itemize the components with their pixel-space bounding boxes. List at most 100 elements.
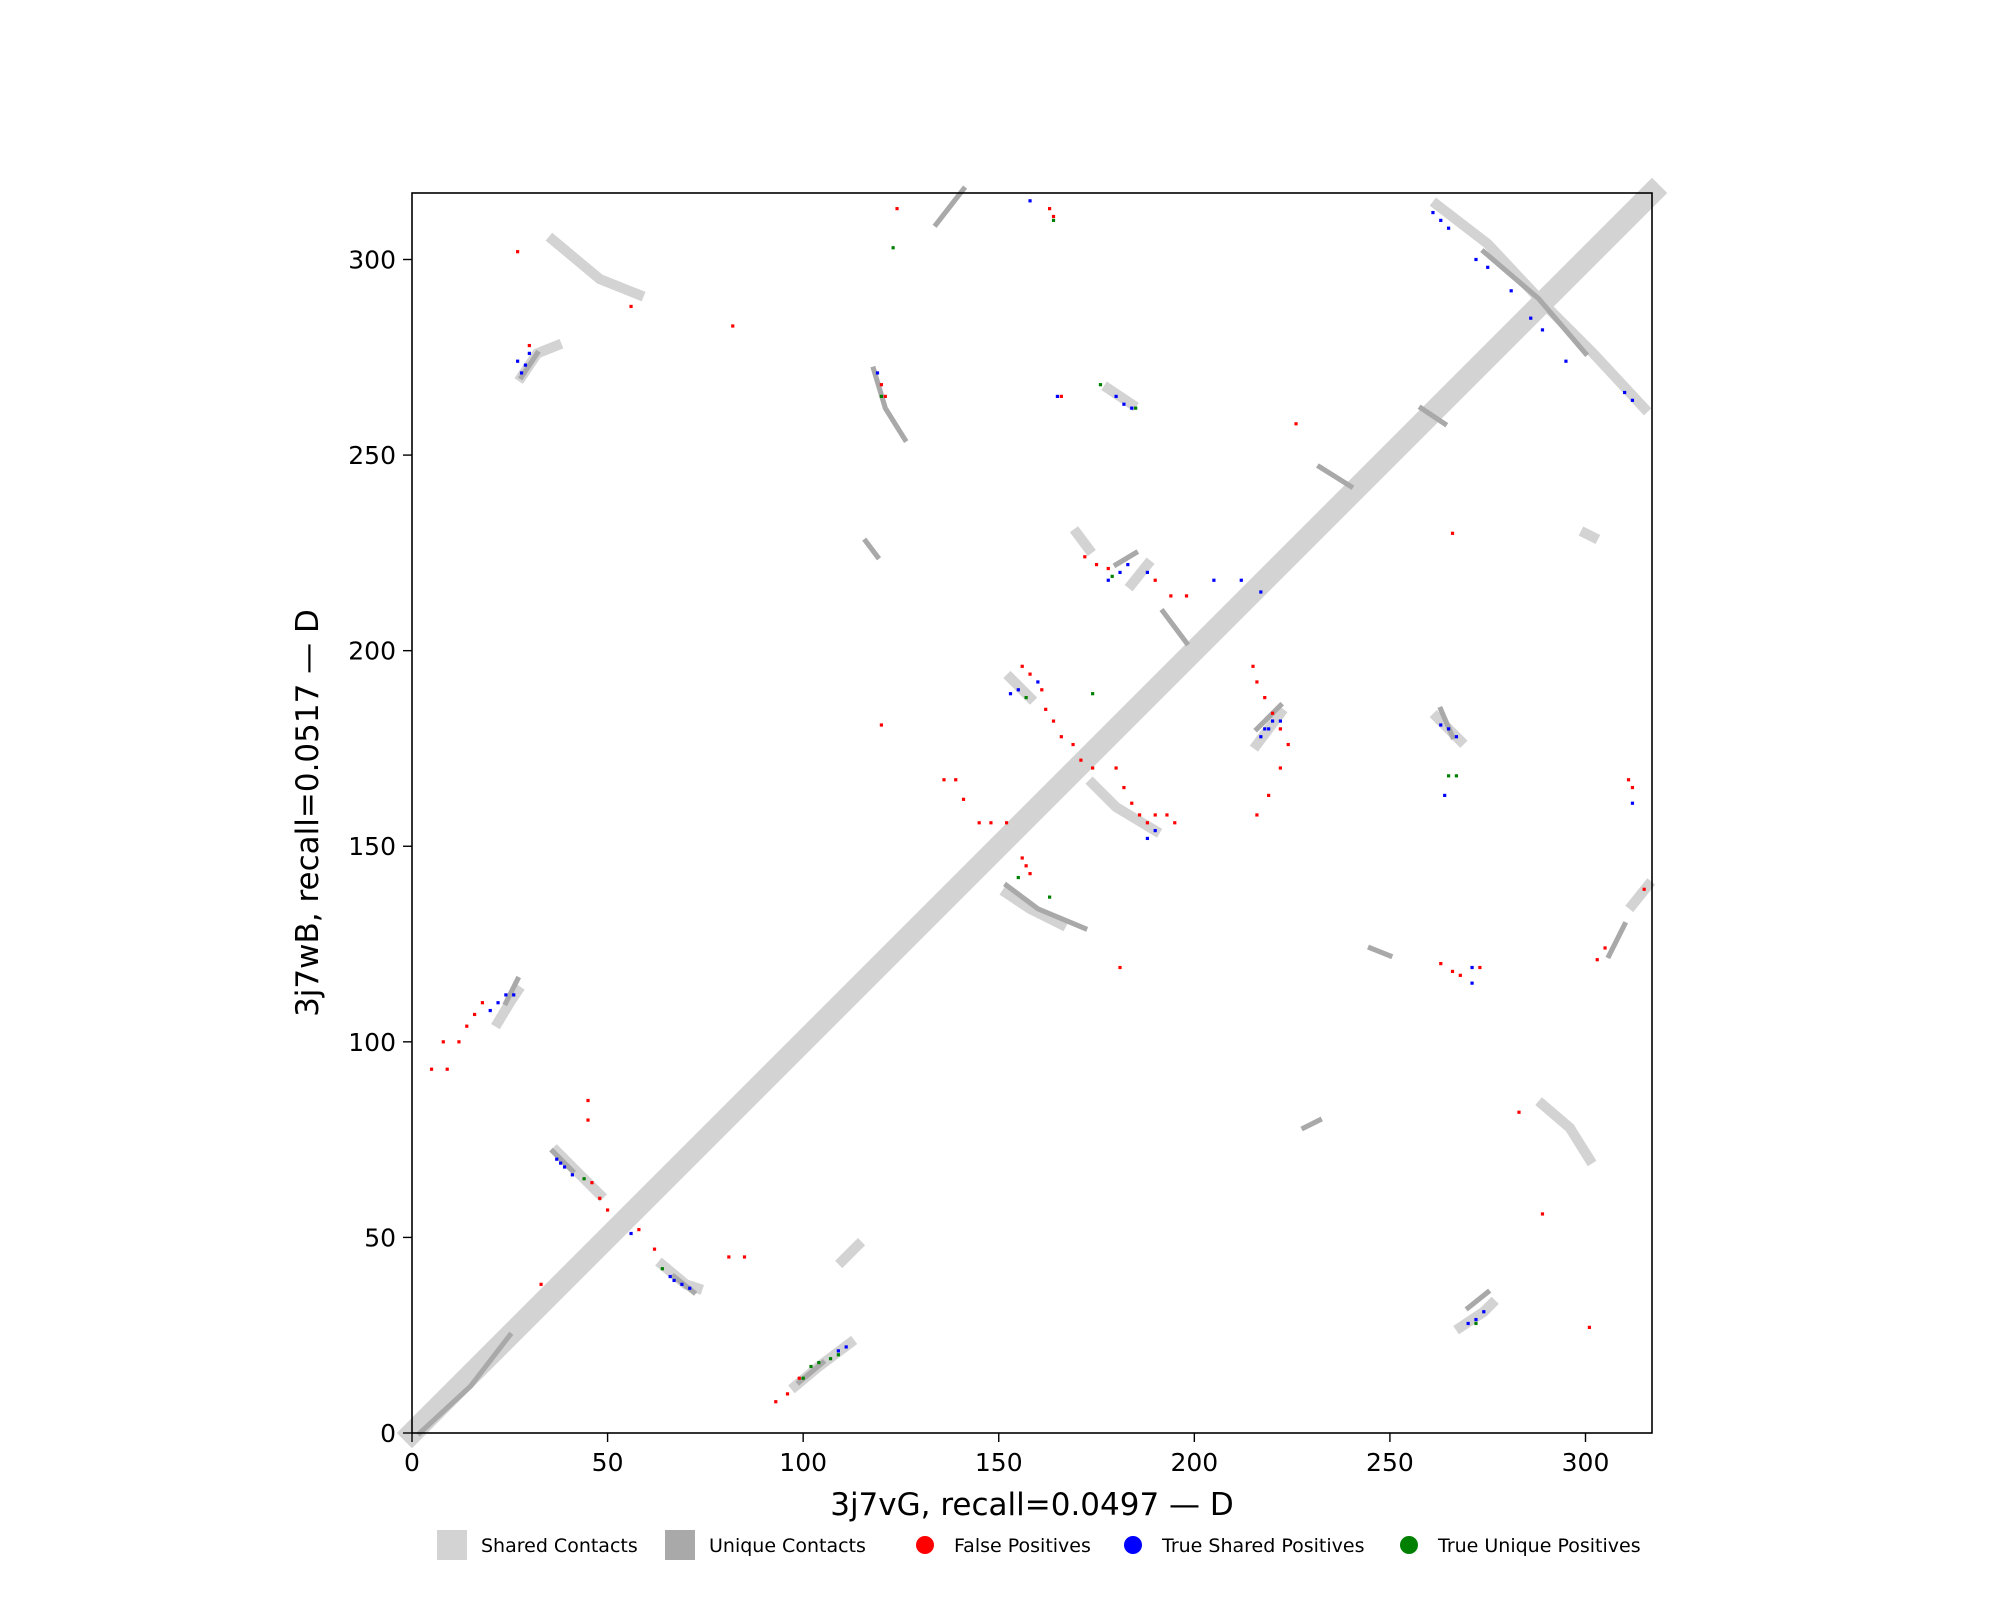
true-shared-positive-point-45 — [1036, 680, 1040, 684]
true-shared-positive-point-10 — [562, 1165, 567, 1169]
true-unique-positive-point-17 — [1474, 1321, 1478, 1326]
legend-marker-2 — [916, 1536, 934, 1554]
false-positive-point-44 — [1004, 821, 1009, 825]
true-shared-positive-point-46 — [1145, 836, 1149, 841]
false-positive-point-50 — [1130, 801, 1134, 805]
x-axis-label: 3j7vG, recall=0.0497 — D — [830, 1487, 1234, 1523]
false-positive-point-40 — [954, 778, 958, 782]
false-positive-point-65 — [1270, 711, 1275, 715]
false-positive-point-30 — [1020, 664, 1024, 668]
false-positive-point-1 — [629, 304, 633, 309]
true-unique-positive-point-9 — [836, 1353, 840, 1357]
true-shared-positive-point-44 — [1016, 688, 1020, 692]
false-positive-point-27 — [1048, 207, 1052, 211]
true-unique-positive-point-5 — [801, 1376, 805, 1380]
legend-label-1: Unique Contacts — [709, 1535, 866, 1557]
false-positive-point-14 — [598, 1196, 602, 1200]
legend-swatch-1 — [665, 1530, 695, 1560]
x-tick-label-250: 250 — [1366, 1448, 1414, 1477]
true-shared-positive-point-18 — [844, 1345, 848, 1349]
false-positive-point-16 — [637, 1227, 641, 1232]
false-positives-layer — [429, 207, 1646, 1404]
false-positive-point-68 — [1255, 813, 1259, 817]
false-positive-point-23 — [797, 1376, 801, 1380]
true-shared-positive-point-57 — [1466, 1321, 1470, 1326]
true-shared-positive-point-5 — [496, 1001, 500, 1005]
true-shared-positive-point-15 — [680, 1282, 684, 1286]
false-positive-point-52 — [1145, 821, 1149, 825]
false-positive-point-5 — [445, 1067, 449, 1071]
true-shared-positive-point-39 — [1145, 570, 1149, 575]
legend-label-0: Shared Contacts — [481, 1535, 638, 1557]
x-axis: 0 50 100 150 200 250 300 — [404, 1433, 1609, 1477]
shared-contact-segment-3 — [549, 1144, 607, 1202]
false-positive-point-59 — [1153, 578, 1157, 582]
true-unique-positive-point-6 — [809, 1364, 813, 1369]
true-unique-positive-point-19 — [1051, 218, 1056, 222]
false-positive-point-80 — [1630, 785, 1635, 790]
false-positive-point-22 — [785, 1392, 790, 1396]
false-positive-point-60 — [1169, 594, 1173, 598]
legend-label-2: False Positives — [954, 1535, 1091, 1557]
false-positive-point-83 — [1603, 946, 1607, 950]
diagonal-band — [396, 177, 1668, 1449]
false-positive-point-78 — [1478, 965, 1482, 970]
true-unique-positive-point-2 — [1134, 406, 1138, 410]
false-positive-point-62 — [1251, 664, 1255, 668]
false-positive-point-47 — [1028, 872, 1032, 876]
true-shared-positive-point-3 — [527, 351, 531, 355]
y-tick-label-0: 0 — [380, 1419, 396, 1448]
false-positive-point-84 — [1517, 1110, 1521, 1114]
y-tick-label-250: 250 — [348, 441, 396, 470]
x-tick-label-300: 300 — [1562, 1448, 1610, 1477]
unique-contact-segment-8 — [1003, 881, 1089, 932]
true-shared-positive-point-2 — [523, 363, 528, 367]
false-positive-point-51 — [1137, 813, 1142, 817]
true-shared-positive-point-21 — [1439, 218, 1443, 222]
true-shared-positive-point-36 — [1106, 578, 1110, 582]
false-positive-point-54 — [1165, 813, 1169, 817]
false-positive-point-46 — [1024, 864, 1028, 868]
false-positive-point-42 — [977, 821, 981, 825]
x-tick-label-50: 50 — [592, 1448, 624, 1477]
false-positive-point-55 — [1173, 821, 1177, 825]
true-shared-positive-point-6 — [504, 993, 508, 997]
true-shared-positive-point-62 — [1630, 801, 1635, 805]
true-shared-positive-point-49 — [1263, 727, 1267, 731]
true-shared-positive-point-1 — [519, 371, 524, 375]
false-positive-point-32 — [1040, 688, 1044, 692]
true-shared-positive-point-29 — [1623, 390, 1627, 395]
true-shared-positive-point-35 — [1130, 406, 1134, 410]
false-positive-point-6 — [457, 1040, 461, 1044]
false-positive-point-77 — [1458, 973, 1462, 977]
false-positive-point-48 — [1114, 766, 1118, 770]
true-shared-positive-point-11 — [570, 1173, 574, 1177]
false-positive-point-82 — [1595, 958, 1599, 962]
false-positive-point-20 — [539, 1282, 543, 1286]
true-shared-positive-point-59 — [1482, 1310, 1486, 1314]
diagonal-contact-band — [396, 177, 1668, 1449]
unique-contact-segment-17 — [1159, 607, 1191, 647]
true-shared-positive-point-0 — [516, 359, 520, 363]
true-shared-positive-point-41 — [1239, 578, 1243, 582]
true-unique-positive-point-12 — [1091, 692, 1095, 696]
true-shared-positive-point-56 — [1443, 793, 1447, 797]
x-tick-label-150: 150 — [975, 1448, 1023, 1477]
shared-contact-segment-9 — [1003, 670, 1038, 705]
true-shared-positive-point-23 — [1474, 257, 1478, 262]
false-positive-point-21 — [774, 1400, 778, 1404]
true-shared-positive-point-7 — [512, 993, 516, 997]
true-shared-positive-point-9 — [559, 1161, 563, 1165]
true-shared-positive-point-28 — [1564, 359, 1568, 363]
true-shared-positive-point-19 — [1028, 199, 1032, 203]
true-unique-positive-point-16 — [1454, 774, 1459, 778]
false-positive-point-85 — [1540, 1212, 1545, 1216]
true-shared-positive-point-51 — [1270, 719, 1275, 723]
false-positive-point-19 — [742, 1255, 747, 1259]
legend-label-4: True Unique Positives — [1437, 1535, 1641, 1557]
false-positive-point-86 — [1587, 1325, 1592, 1329]
false-positive-point-12 — [586, 1118, 590, 1122]
false-positive-point-3 — [527, 343, 531, 348]
false-positive-point-11 — [586, 1098, 590, 1103]
